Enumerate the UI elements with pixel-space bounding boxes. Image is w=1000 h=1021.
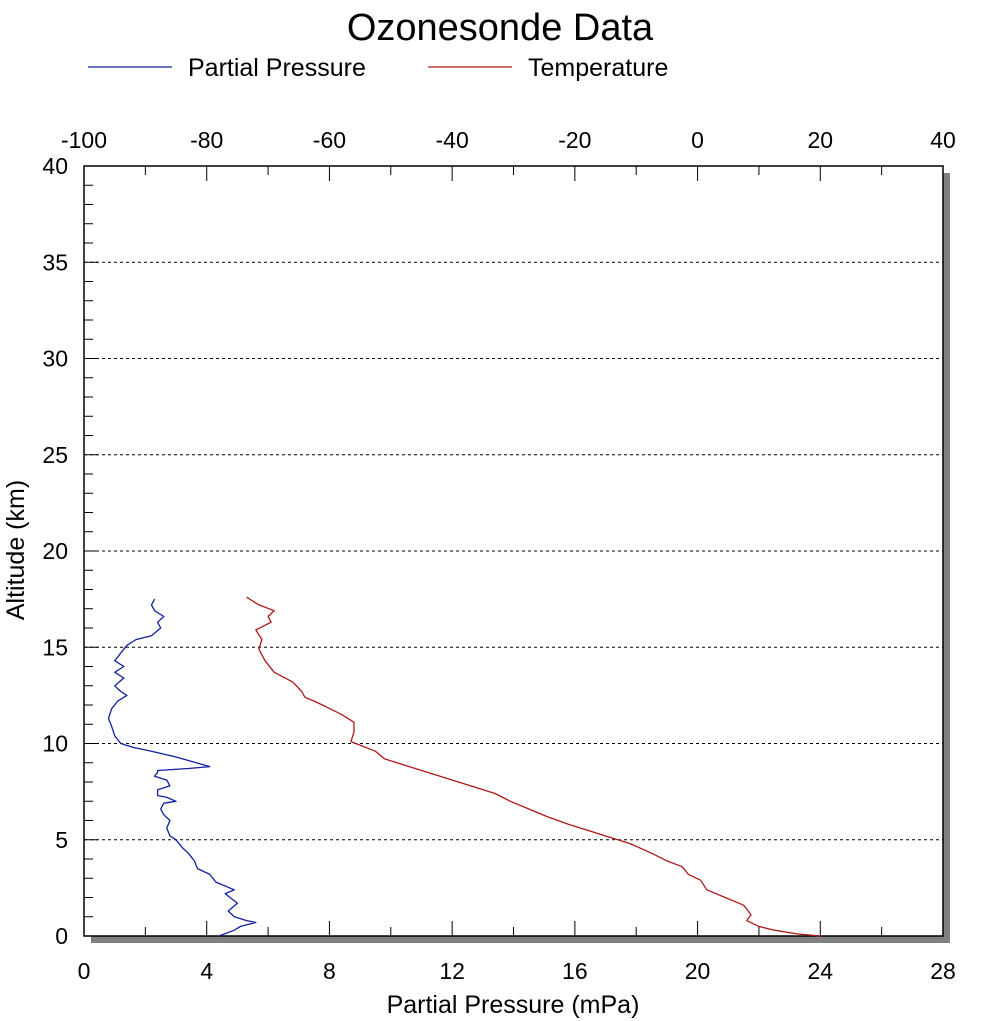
- y-tick-label: 35: [42, 249, 68, 275]
- x-top-tick-label: -20: [558, 127, 591, 153]
- y-axis-title: Altitude (km): [2, 480, 30, 620]
- tick-labels: 0 5 10 15 20 25 30 35 40 0 4 8 12 16 20 24 28 -100 -80 -60 -…: [42, 127, 955, 984]
- x-bottom-tick-label: 8: [323, 958, 336, 984]
- legend: Partial Pressure Temperature: [88, 54, 668, 82]
- x-bottom-tick-label: 28: [930, 958, 956, 984]
- chart-title: Ozonesonde Data: [347, 7, 654, 49]
- x-top-tick-label: 20: [807, 127, 833, 153]
- y-tick-label: 5: [55, 827, 68, 853]
- x-top-tick-label: -60: [313, 127, 346, 153]
- y-tick-label: 40: [42, 153, 68, 179]
- axis-ticks: [83, 165, 944, 937]
- legend-label-temperature: Temperature: [528, 54, 668, 82]
- x-bottom-tick-label: 16: [562, 958, 588, 984]
- grid-lines: [84, 261, 943, 841]
- y-tick-label: 25: [42, 442, 68, 468]
- x-bottom-tick-label: 20: [685, 958, 711, 984]
- y-tick-label: 20: [42, 538, 68, 564]
- plot-shadow-right: [943, 173, 950, 943]
- x-top-tick-label: -100: [61, 127, 107, 153]
- x-axis-title: Partial Pressure (mPa): [387, 991, 640, 1019]
- plot-shadow-bottom: [91, 936, 950, 943]
- series-line-partial-pressure: [107, 598, 257, 937]
- x-bottom-tick-label: 24: [807, 958, 833, 984]
- y-tick-label: 30: [42, 346, 68, 372]
- x-top-tick-label: 0: [691, 127, 704, 153]
- y-tick-label: 10: [42, 731, 68, 757]
- x-top-tick-label: -80: [190, 127, 223, 153]
- y-tick-label: 15: [42, 634, 68, 660]
- y-tick-label: 0: [55, 923, 68, 949]
- x-bottom-tick-label: 4: [200, 958, 213, 984]
- x-top-tick-label: -40: [436, 127, 469, 153]
- legend-label-partial-pressure: Partial Pressure: [188, 54, 366, 82]
- series-line-temperature: [246, 596, 821, 937]
- x-top-tick-label: 40: [930, 127, 956, 153]
- x-bottom-tick-label: 12: [439, 958, 465, 984]
- x-bottom-tick-label: 0: [78, 958, 91, 984]
- series-lines: [107, 596, 821, 937]
